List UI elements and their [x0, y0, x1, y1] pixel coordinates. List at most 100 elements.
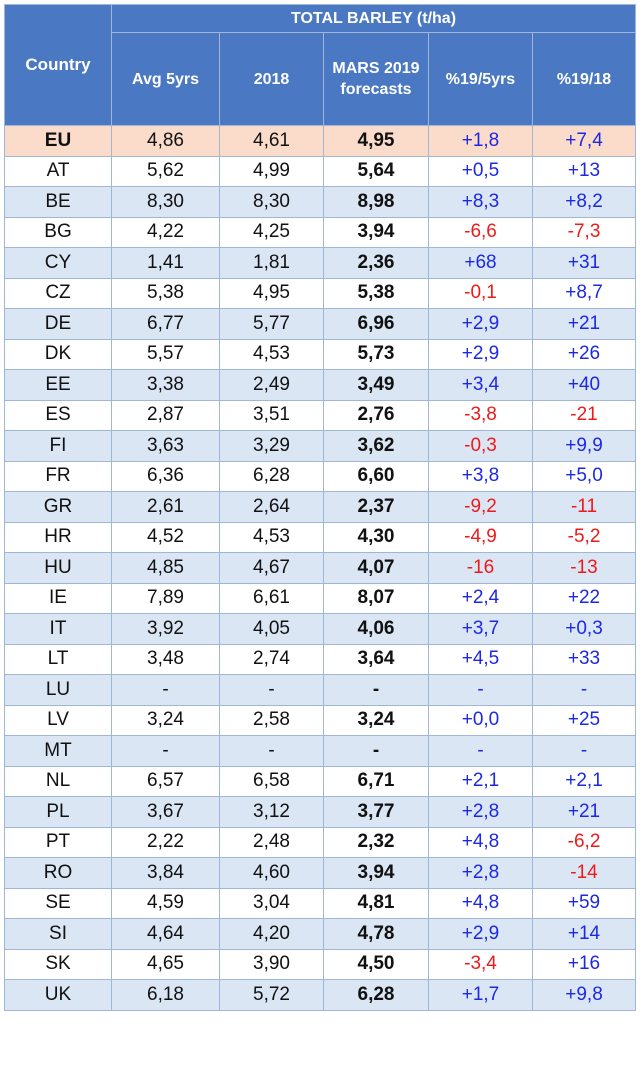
year-2018-cell: 4,67 [219, 552, 324, 584]
country-cell: HR [4, 521, 112, 553]
table-row: SE 4,59 3,04 4,81 +4,8 +59 [4, 887, 637, 919]
pct-19-5yrs-cell: -0,3 [428, 430, 533, 462]
pct-19-5yrs-cell: - [428, 674, 533, 706]
year-2018-cell: - [219, 674, 324, 706]
avg-5yrs-cell: 6,36 [111, 460, 220, 492]
pct-19-18-cell: -21 [531, 399, 637, 431]
pct-19-18-cell: - [531, 735, 637, 767]
country-cell: LV [4, 704, 112, 736]
pct-19-5yrs-cell: +2,9 [428, 338, 533, 370]
mars-2019-column-header: MARS 2019 forecasts [323, 32, 429, 126]
mars-2019-cell: 5,73 [323, 338, 429, 370]
pct-19-5yrs-cell: +2,1 [428, 765, 533, 797]
country-column-header: Country [4, 4, 112, 126]
pct-19-5yrs-cell: +1,7 [428, 979, 533, 1011]
country-cell: DK [4, 338, 112, 370]
avg-5yrs-cell: 4,22 [111, 216, 220, 248]
avg-5yrs-cell: 5,57 [111, 338, 220, 370]
pct-19-18-cell: +5,0 [531, 460, 637, 492]
pct-19-18-cell: +9,8 [531, 979, 637, 1011]
pct-19-5yrs-cell: +2,9 [428, 308, 533, 340]
avg-5yrs-cell: 2,61 [111, 491, 220, 523]
country-cell: GR [4, 491, 112, 523]
country-cell: NL [4, 765, 112, 797]
avg-5yrs-cell: 3,84 [111, 857, 220, 889]
mars-header-line1: MARS 2019 [332, 60, 420, 77]
avg-5yrs-cell: 8,30 [111, 186, 220, 218]
table-row: HR 4,52 4,53 4,30 -4,9 -5,2 [4, 521, 637, 553]
country-cell: FI [4, 430, 112, 462]
avg-5yrs-cell: 3,24 [111, 704, 220, 736]
pct-19-5yrs-cell: +2,8 [428, 857, 533, 889]
year-2018-cell: 4,20 [219, 918, 324, 950]
country-cell: PL [4, 796, 112, 828]
country-cell: BG [4, 216, 112, 248]
country-cell: SK [4, 948, 112, 980]
pct-19-5yrs-cell: +2,9 [428, 918, 533, 950]
avg-5yrs-cell: 4,52 [111, 521, 220, 553]
year-2018-column-header: 2018 [219, 32, 324, 126]
year-2018-cell: 5,72 [219, 979, 324, 1011]
avg-5yrs-cell: 3,38 [111, 369, 220, 401]
pct-19-18-cell: -7,3 [531, 216, 637, 248]
year-2018-cell: 4,53 [219, 521, 324, 553]
country-cell: SI [4, 918, 112, 950]
group-title: TOTAL BARLEY (t/ha) [110, 4, 637, 33]
pct-19-18-cell: +0,3 [531, 613, 637, 645]
country-cell: HU [4, 552, 112, 584]
table-row: LT 3,48 2,74 3,64 +4,5 +33 [4, 643, 637, 675]
avg-5yrs-cell: 4,86 [111, 125, 220, 157]
avg-5yrs-cell: 4,85 [111, 552, 220, 584]
table-row: DK 5,57 4,53 5,73 +2,9 +26 [4, 338, 637, 370]
avg-5yrs-cell: 1,41 [111, 247, 220, 279]
pct-19-5yrs-cell: +3,4 [428, 369, 533, 401]
country-cell: ES [4, 399, 112, 431]
avg-5yrs-cell: 6,77 [111, 308, 220, 340]
mars-2019-cell: 6,28 [323, 979, 429, 1011]
mars-2019-cell: 4,95 [323, 125, 429, 157]
pct-19-18-cell: +13 [531, 155, 637, 187]
pct-19-18-column-header: %19/18 [531, 32, 637, 126]
mars-2019-cell: 4,07 [323, 552, 429, 584]
year-2018-cell: 2,64 [219, 491, 324, 523]
table-row: BG 4,22 4,25 3,94 -6,6 -7,3 [4, 216, 637, 248]
pct-19-18-cell: +31 [531, 247, 637, 279]
table-row: DE 6,77 5,77 6,96 +2,9 +21 [4, 308, 637, 340]
mars-2019-cell: 4,81 [323, 887, 429, 919]
year-2018-cell: 3,12 [219, 796, 324, 828]
pct-19-18-cell: +7,4 [531, 125, 637, 157]
mars-2019-cell: 2,76 [323, 399, 429, 431]
table-row: PT 2,22 2,48 2,32 +4,8 -6,2 [4, 826, 637, 858]
pct-19-18-cell: -6,2 [531, 826, 637, 858]
country-cell: DE [4, 308, 112, 340]
pct-19-18-cell: -11 [531, 491, 637, 523]
table-row: LU - - - - - [4, 674, 637, 706]
year-2018-cell: 6,61 [219, 582, 324, 614]
year-2018-cell: 4,25 [219, 216, 324, 248]
pct-19-18-cell: -14 [531, 857, 637, 889]
pct-19-18-cell: +8,2 [531, 186, 637, 218]
pct-19-5yrs-cell: +2,8 [428, 796, 533, 828]
mars-2019-cell: 6,60 [323, 460, 429, 492]
pct-19-18-cell: +16 [531, 948, 637, 980]
country-cell: MT [4, 735, 112, 767]
pct-19-18-cell: +22 [531, 582, 637, 614]
mars-2019-cell: - [323, 735, 429, 767]
year-2018-cell: 5,77 [219, 308, 324, 340]
year-2018-cell: 2,74 [219, 643, 324, 675]
pct-19-5yrs-cell: +3,8 [428, 460, 533, 492]
mars-2019-cell: 4,06 [323, 613, 429, 645]
pct-19-5yrs-cell: +1,8 [428, 125, 533, 157]
pct-19-5yrs-cell: -0,1 [428, 277, 533, 309]
table-header: Country TOTAL BARLEY (t/ha) Avg 5yrs 201… [4, 4, 637, 126]
year-2018-cell: 6,28 [219, 460, 324, 492]
avg-5yrs-cell: 4,65 [111, 948, 220, 980]
mars-2019-cell: 3,77 [323, 796, 429, 828]
country-cell: LT [4, 643, 112, 675]
mars-2019-cell: 2,32 [323, 826, 429, 858]
pct-19-5yrs-column-header: %19/5yrs [428, 32, 533, 126]
pct-19-5yrs-cell: +4,8 [428, 826, 533, 858]
pct-19-5yrs-cell: - [428, 735, 533, 767]
table-row: EE 3,38 2,49 3,49 +3,4 +40 [4, 369, 637, 401]
country-cell: UK [4, 979, 112, 1011]
